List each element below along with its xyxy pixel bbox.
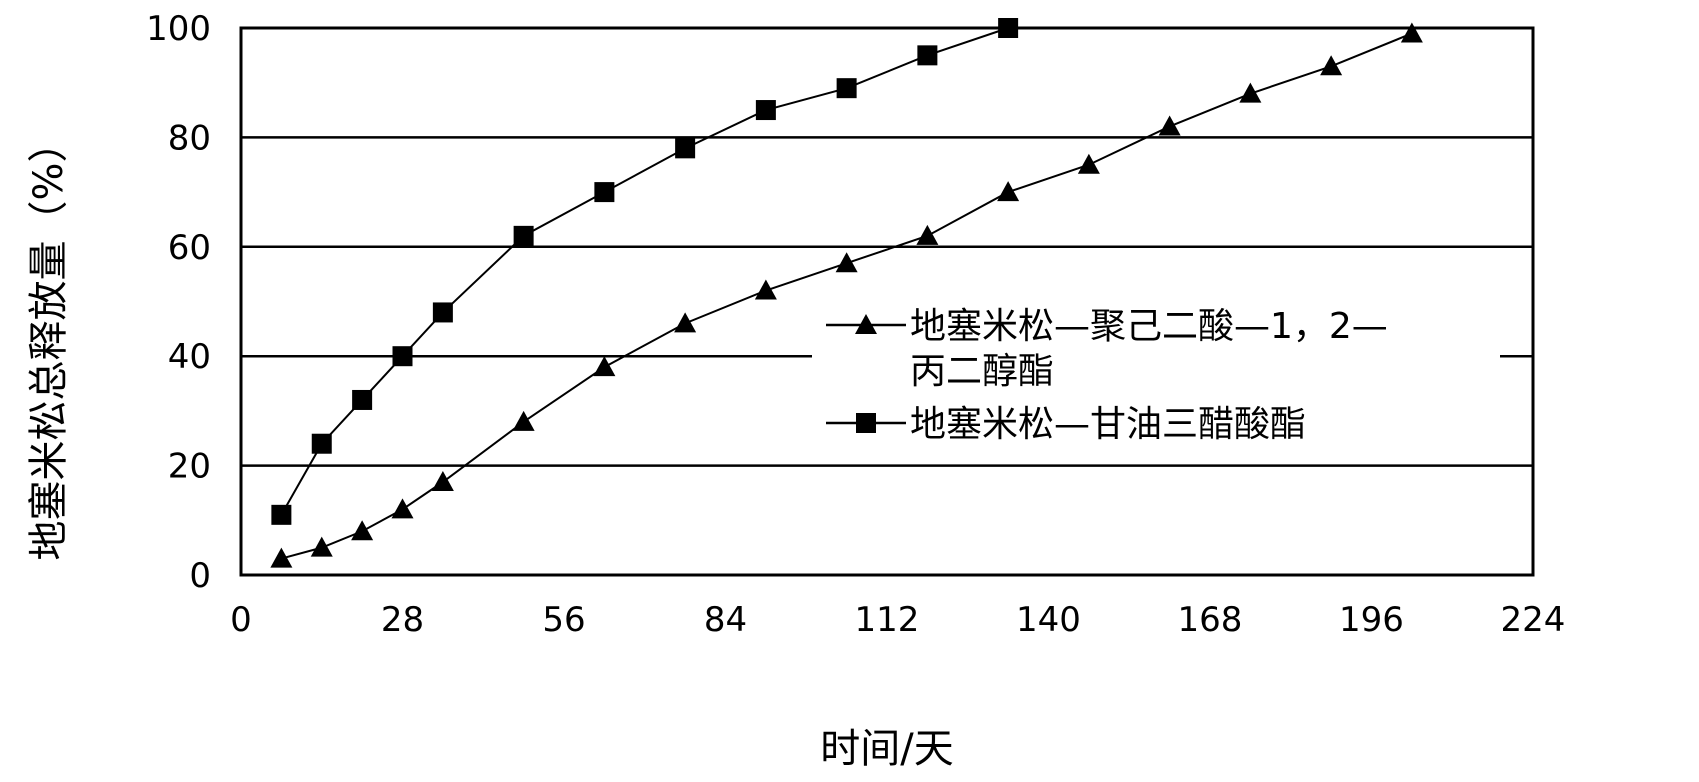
x-tick-label: 112: [855, 600, 920, 640]
data-point-triangle: [1239, 82, 1262, 103]
series-triangle: [270, 22, 1423, 568]
y-tick-label: 100: [146, 9, 211, 49]
x-tick-label: 28: [381, 600, 424, 640]
data-point-triangle: [310, 536, 333, 557]
data-point-square: [432, 302, 453, 323]
data-point-triangle: [997, 181, 1020, 202]
data-point-triangle: [391, 498, 414, 519]
series-square: [271, 18, 1019, 525]
data-point-square: [311, 433, 332, 454]
grid-lines: [241, 136, 1533, 467]
legend-entry-text: 丙二醇酯: [910, 351, 1054, 392]
data-point-triangle: [512, 410, 535, 431]
series-line: [281, 32, 1413, 560]
legend-marker-triangle: [855, 314, 877, 334]
series-line: [280, 27, 1009, 516]
data-point-triangle: [754, 279, 777, 300]
data-point-square: [675, 138, 696, 159]
x-axis-title: 时间/天: [820, 726, 953, 772]
x-tick-label: 84: [704, 600, 747, 640]
data-point-triangle: [835, 252, 858, 273]
x-tick-label: 56: [542, 600, 585, 640]
y-tick-label: 0: [189, 556, 211, 596]
plot-area-frame: [239, 26, 1535, 577]
data-point-triangle: [916, 224, 939, 245]
data-point-triangle: [1158, 115, 1181, 136]
y-tick-labels: 0 20 40 60 80 100: [146, 9, 211, 596]
x-tick-label: 168: [1178, 600, 1243, 640]
data-point-square: [392, 346, 413, 367]
data-point-square: [352, 389, 373, 410]
data-point-square: [917, 45, 938, 66]
data-point-triangle: [1077, 153, 1100, 174]
series-layer: [270, 18, 1423, 568]
x-tick-label: 140: [1016, 600, 1081, 640]
y-axis-title: 地塞米松总释放量（%）: [26, 122, 72, 560]
data-point-square: [755, 100, 776, 121]
y-tick-label: 80: [168, 118, 211, 158]
data-point-square: [998, 18, 1019, 38]
legend-entry-text: 地塞米松—聚己二酸—1，2—: [910, 306, 1388, 347]
x-tick-label: 224: [1501, 600, 1566, 640]
x-tick-label: 0: [230, 600, 252, 640]
y-tick-label: 20: [168, 447, 211, 487]
data-point-square: [271, 504, 292, 525]
data-point-triangle: [431, 471, 454, 492]
data-point-square: [594, 182, 615, 203]
y-tick-label: 40: [168, 337, 211, 377]
data-point-triangle: [1400, 22, 1423, 43]
data-point-triangle: [593, 356, 616, 377]
y-tick-label: 60: [168, 228, 211, 268]
data-point-triangle: [1320, 55, 1343, 76]
data-point-triangle: [351, 520, 374, 541]
x-tick-label: 196: [1339, 600, 1404, 640]
legend-entry-text: 地塞米松—甘油三醋酸酯: [910, 404, 1306, 445]
x-tick-labels: 0 28 56 84 112 140 168 196 224: [230, 600, 1565, 640]
data-point-triangle: [270, 547, 293, 568]
data-point-square: [513, 225, 534, 246]
legend-marker-square: [856, 413, 876, 433]
data-point-square: [836, 78, 857, 99]
data-point-triangle: [674, 312, 697, 333]
